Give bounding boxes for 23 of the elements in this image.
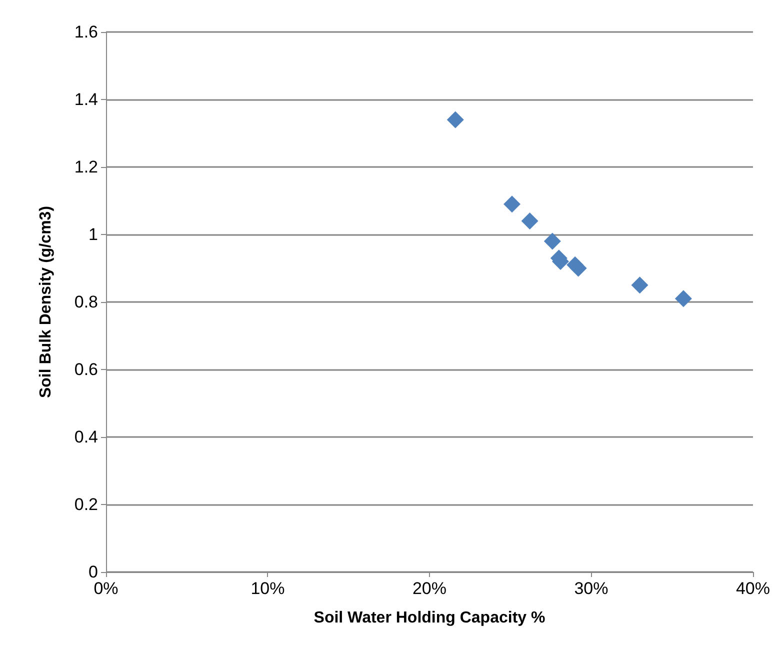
point [570, 260, 587, 277]
point [446, 111, 464, 128]
point [544, 232, 561, 250]
point [674, 290, 692, 308]
x-tick-label: 40% [736, 579, 770, 598]
y-tick-label: 0 [88, 562, 98, 582]
y-tick-label: 0.6 [74, 360, 98, 379]
y-tick-label: 1.4 [74, 90, 98, 109]
point [521, 212, 538, 230]
point [503, 196, 520, 213]
x-tick-label: 30% [574, 579, 608, 598]
y-tick-label: 1.2 [74, 158, 98, 176]
y-axis-title: Soil Bulk Density (g/cm3) [38, 206, 54, 398]
y-tick-label: 0.4 [74, 428, 98, 446]
y-tick-label: 0.2 [74, 495, 98, 514]
y-tick-label: 1 [88, 225, 98, 244]
x-tick-label: 10% [250, 579, 285, 598]
y-tick-label: 1.6 [74, 22, 98, 42]
x-tick-label: 0% [94, 579, 118, 598]
x-tick-label: 20% [412, 579, 447, 598]
point [631, 276, 648, 294]
x-axis-title: Soil Water Holding Capacity % [314, 610, 546, 626]
y-tick-label: 0.8 [74, 292, 98, 312]
